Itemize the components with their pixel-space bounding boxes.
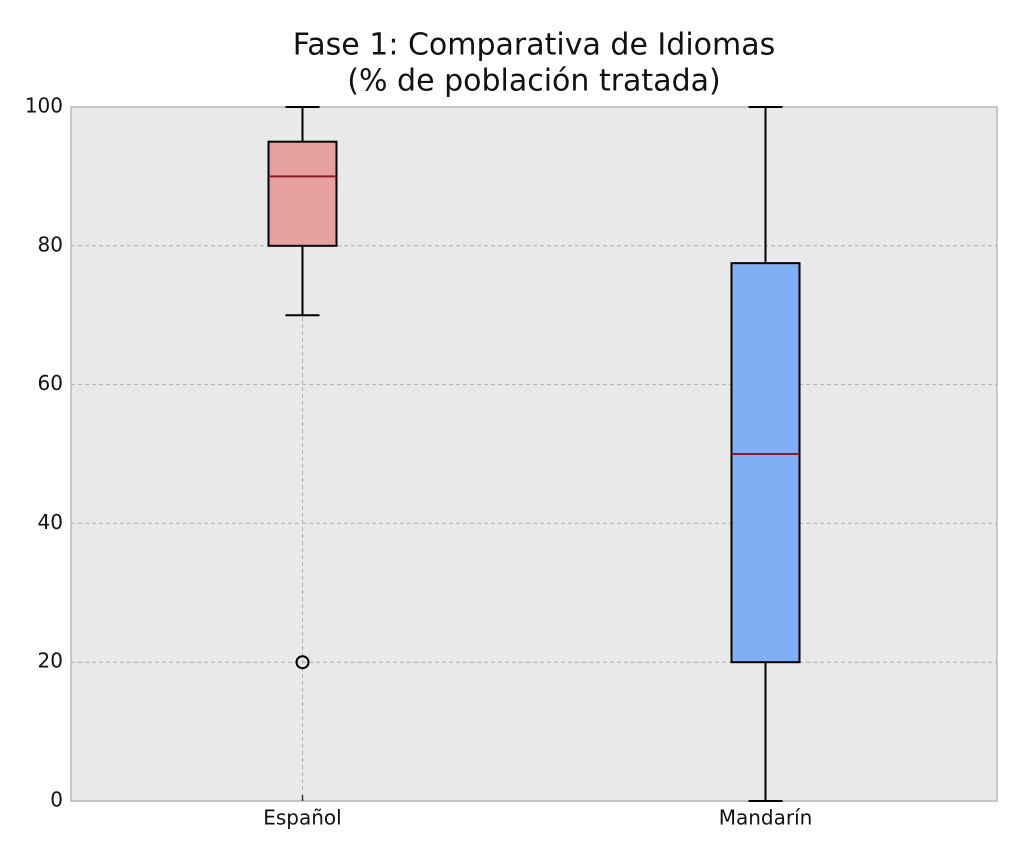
y-tick-label: 20 [38,649,63,673]
y-tick-label: 60 [38,371,63,395]
y-tick-label: 80 [38,232,63,256]
plot-area [70,106,998,802]
outlier [295,655,310,670]
x-tick-label: Español [263,806,341,830]
y-tick-label: 40 [38,510,63,534]
chart-title: Fase 1: Comparativa de Idiomas [293,28,776,63]
y-tick-label: 100 [25,94,63,118]
box [730,262,801,664]
chart-subtitle: (% de población tratada) [347,64,720,99]
y-tick-label: 0 [50,788,63,812]
x-tick-label: Mandarín [719,806,813,830]
box [267,140,338,247]
